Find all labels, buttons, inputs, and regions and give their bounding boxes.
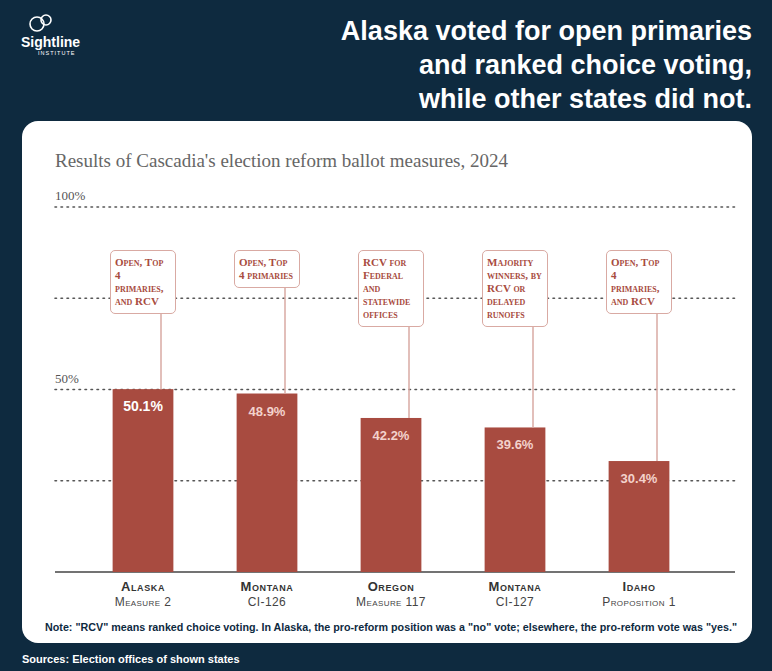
annotation-box: Open, Top 4 primaries, and RCV [606, 250, 672, 314]
data-label: 48.9% [249, 404, 286, 419]
bar [237, 394, 298, 572]
annotation-connector [284, 288, 286, 394]
grid-line [55, 206, 735, 208]
chart: SightlineINSTITUTE Alaska voted for open … [0, 0, 772, 671]
category-label: Montana [241, 579, 294, 594]
data-label: 39.6% [497, 437, 534, 452]
category-label: Oregon [368, 579, 415, 594]
annotation-connector [160, 314, 162, 389]
logo-text: Sightline [21, 34, 80, 50]
annotation-box: RCV for Federal and statewide offices [358, 250, 424, 327]
measure-label: Proposition 1 [602, 595, 675, 609]
annotation: Open, Top 4 primaries [239, 256, 293, 281]
category-label: Montana [489, 579, 542, 594]
measure-label: CI-127 [496, 595, 534, 609]
bar [609, 461, 670, 572]
title-line: while other states did not. [418, 84, 752, 114]
bars [113, 389, 670, 572]
annotation: Open, Top 4 primaries, and RCV [611, 256, 660, 307]
annotation-box: Open, Top 4 primaries [234, 250, 300, 288]
bar [361, 418, 422, 572]
logo-icon [41, 15, 51, 25]
measure-label: Measure 2 [115, 595, 172, 609]
annotation-layer: Open, Top 4 primaries, and RCV Open, Top … [0, 0, 772, 671]
annotation: Open, Top 4 primaries, and RCV [115, 256, 164, 307]
category-label: Idaho [622, 579, 655, 594]
note: Note: "RCV" means ranked choice voting. … [45, 621, 737, 633]
data-label: 30.4% [621, 471, 658, 486]
logo: SightlineINSTITUTE [21, 15, 80, 56]
annotation: Majority winners, by RCV or delayed runo… [487, 256, 542, 320]
annotation-box: Majority winners, by RCV or delayed runo… [482, 250, 548, 327]
background [0, 0, 772, 671]
title: Alaska voted for open primaries and ranke… [341, 16, 752, 114]
data-label: 42.2% [373, 428, 410, 443]
bar [113, 389, 174, 572]
annotation-connector [408, 327, 410, 418]
annotation-connector [532, 327, 534, 427]
logo-subtext: INSTITUTE [38, 50, 75, 56]
category-label: Alaska [121, 579, 165, 594]
measure-label: CI-126 [248, 595, 286, 609]
title-line: Alaska voted for open primaries [341, 16, 752, 46]
annotation: RCV for Federal and statewide offices [363, 256, 410, 320]
tick-label: 50% [55, 371, 79, 386]
tick-label: 100% [55, 188, 86, 203]
annotation-box: Open, Top 4 primaries, and RCV [110, 250, 176, 314]
bar [485, 427, 546, 572]
card [22, 121, 752, 643]
annotation-connector [656, 314, 658, 461]
page: SightlineINSTITUTE Alaska voted for open … [0, 0, 772, 671]
title-line: and ranked choice voting, [419, 50, 752, 80]
source: Sources: Election offices of shown state… [22, 653, 240, 665]
subtitle: Results of Cascadia's election reform ba… [55, 150, 508, 171]
measure-label: Measure 117 [356, 595, 426, 609]
data-label: 50.1% [123, 398, 163, 414]
